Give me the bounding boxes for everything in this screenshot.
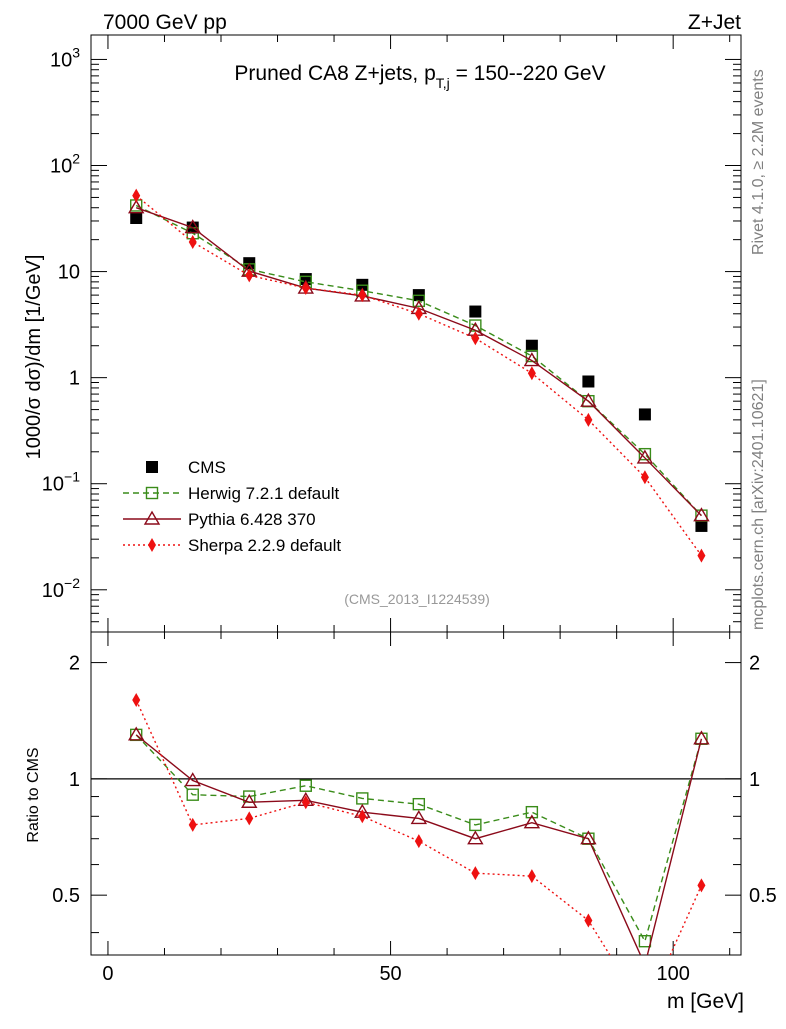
main-point-pythia bbox=[636, 449, 654, 464]
main-point-sherpa bbox=[471, 331, 480, 346]
ratio-point-sherpa bbox=[414, 834, 423, 849]
main-point-herwig bbox=[412, 294, 426, 308]
y-tick-label: 10−2 bbox=[42, 575, 80, 602]
x-tick-label: 100 bbox=[656, 963, 689, 985]
ratio-ylabel: Ratio to CMS bbox=[25, 747, 42, 842]
ratio-y-tick-label-right: 1 bbox=[749, 769, 760, 791]
y-tick-label: 102 bbox=[50, 151, 80, 178]
ratio-point-sherpa bbox=[358, 809, 367, 824]
ratio-point-pythia bbox=[127, 726, 145, 741]
main-point-sherpa bbox=[188, 235, 197, 250]
ratio-point-pythia bbox=[693, 730, 710, 745]
ratio-line-herwig bbox=[135, 734, 703, 944]
main-point-sherpa bbox=[697, 548, 706, 563]
ratio-y-tick-label: 0.5 bbox=[52, 885, 80, 907]
ratio-y-tick-label: 1 bbox=[69, 769, 80, 791]
legend-marker-herwig bbox=[145, 486, 159, 500]
main-ylabel: 1000/σ dσ)/dm [1/GeV] bbox=[23, 255, 45, 460]
ratio-y-tick-label-right: 2 bbox=[749, 653, 760, 675]
x-tick-label: 50 bbox=[379, 963, 401, 985]
mcplots-label: mcplots.cern.ch [arXiv:2401.10621] bbox=[750, 379, 767, 630]
main-point-sherpa bbox=[132, 188, 141, 203]
ratio-point-pythia bbox=[638, 958, 652, 970]
ratio-line-sherpa bbox=[135, 699, 703, 955]
legend-label-pythia: Pythia 6.428 370 bbox=[188, 510, 316, 529]
ratio-point-sherpa bbox=[132, 693, 141, 708]
ratio-point-sherpa bbox=[641, 1004, 649, 1018]
ratio-point-sherpa bbox=[471, 866, 480, 881]
legend: CMS Herwig 7.2.1 default Pythia 6.428 370 S… bbox=[123, 458, 341, 555]
main-point-sherpa bbox=[301, 281, 310, 296]
ratio-plot: 0 50 100 0.5 0.5 1 1 2 2 bbox=[52, 35, 777, 1018]
ratio-point-sherpa bbox=[245, 811, 254, 826]
ratio-line-pythia bbox=[135, 734, 703, 955]
main-point-pythia bbox=[184, 219, 201, 234]
main-point-cms bbox=[525, 339, 538, 352]
ratio-point-pythia bbox=[184, 772, 201, 787]
y-tick-label: 10 bbox=[58, 262, 80, 284]
main-point-sherpa bbox=[584, 412, 593, 427]
main-series-group bbox=[127, 188, 710, 563]
x-tick-label: 0 bbox=[102, 963, 113, 985]
main-point-herwig bbox=[525, 349, 539, 363]
analysis-annotation: (CMS_2013_I1224539) bbox=[344, 591, 490, 607]
main-point-pythia bbox=[693, 507, 710, 522]
ratio-point-herwig bbox=[186, 788, 199, 801]
legend-label-herwig: Herwig 7.2.1 default bbox=[188, 484, 339, 503]
ratio-frame bbox=[90, 631, 742, 956]
main-line-sherpa bbox=[135, 195, 703, 557]
main-point-sherpa bbox=[358, 288, 367, 303]
ratio-point-herwig bbox=[299, 779, 312, 792]
legend-label-cms: CMS bbox=[188, 458, 226, 477]
ratio-point-herwig bbox=[412, 797, 426, 811]
header-left: 7000 GeV pp bbox=[103, 11, 227, 34]
ratio-point-pythia bbox=[410, 810, 428, 825]
header-right: Z+Jet bbox=[688, 11, 741, 34]
main-point-sherpa bbox=[414, 306, 423, 321]
y-tick-label: 103 bbox=[50, 44, 80, 71]
ratio-point-herwig bbox=[638, 935, 652, 948]
main-point-cms bbox=[695, 519, 708, 532]
ratio-point-herwig bbox=[525, 805, 539, 819]
ratio-point-pythia bbox=[523, 814, 541, 829]
ratio-point-sherpa bbox=[527, 869, 536, 884]
ratio-y-tick-label: 2 bbox=[69, 653, 80, 675]
ratio-point-pythia bbox=[241, 793, 258, 808]
ratio-point-sherpa bbox=[697, 878, 706, 893]
ratio-point-pythia bbox=[467, 830, 484, 845]
main-point-sherpa bbox=[640, 470, 649, 485]
ratio-series-group bbox=[127, 693, 710, 1018]
main-point-pythia bbox=[523, 352, 541, 367]
main-point-sherpa bbox=[245, 268, 254, 283]
main-point-sherpa bbox=[527, 366, 536, 381]
main-title: Pruned CA8 Z+jets, pT,j = 150--220 GeV bbox=[234, 62, 605, 91]
ratio-y-tick-label-right: 0.5 bbox=[749, 885, 777, 907]
y-tick-label: 1 bbox=[69, 368, 80, 390]
ratio-point-sherpa bbox=[584, 913, 593, 928]
main-point-cms bbox=[130, 212, 143, 225]
main-point-pythia bbox=[580, 392, 597, 407]
main-point-herwig bbox=[638, 447, 652, 461]
ratio-point-sherpa bbox=[301, 795, 310, 810]
legend-marker-pythia bbox=[143, 510, 161, 525]
main-point-herwig bbox=[469, 319, 482, 332]
xlabel: m [GeV] bbox=[667, 990, 744, 1013]
main-point-pythia bbox=[127, 199, 145, 214]
rivet-label: Rivet 4.1.0, ≥ 2.2M events bbox=[750, 69, 767, 255]
legend-marker-sherpa bbox=[148, 538, 156, 552]
y-tick-label: 10−1 bbox=[42, 469, 80, 496]
main-point-cms bbox=[638, 408, 651, 421]
main-point-cms bbox=[582, 375, 595, 388]
legend-marker-cms bbox=[146, 461, 158, 473]
legend-label-sherpa: Sherpa 2.2.9 default bbox=[188, 536, 341, 555]
ratio-point-sherpa bbox=[188, 817, 197, 832]
main-point-cms bbox=[469, 305, 482, 318]
ratio-point-pythia bbox=[580, 830, 597, 845]
